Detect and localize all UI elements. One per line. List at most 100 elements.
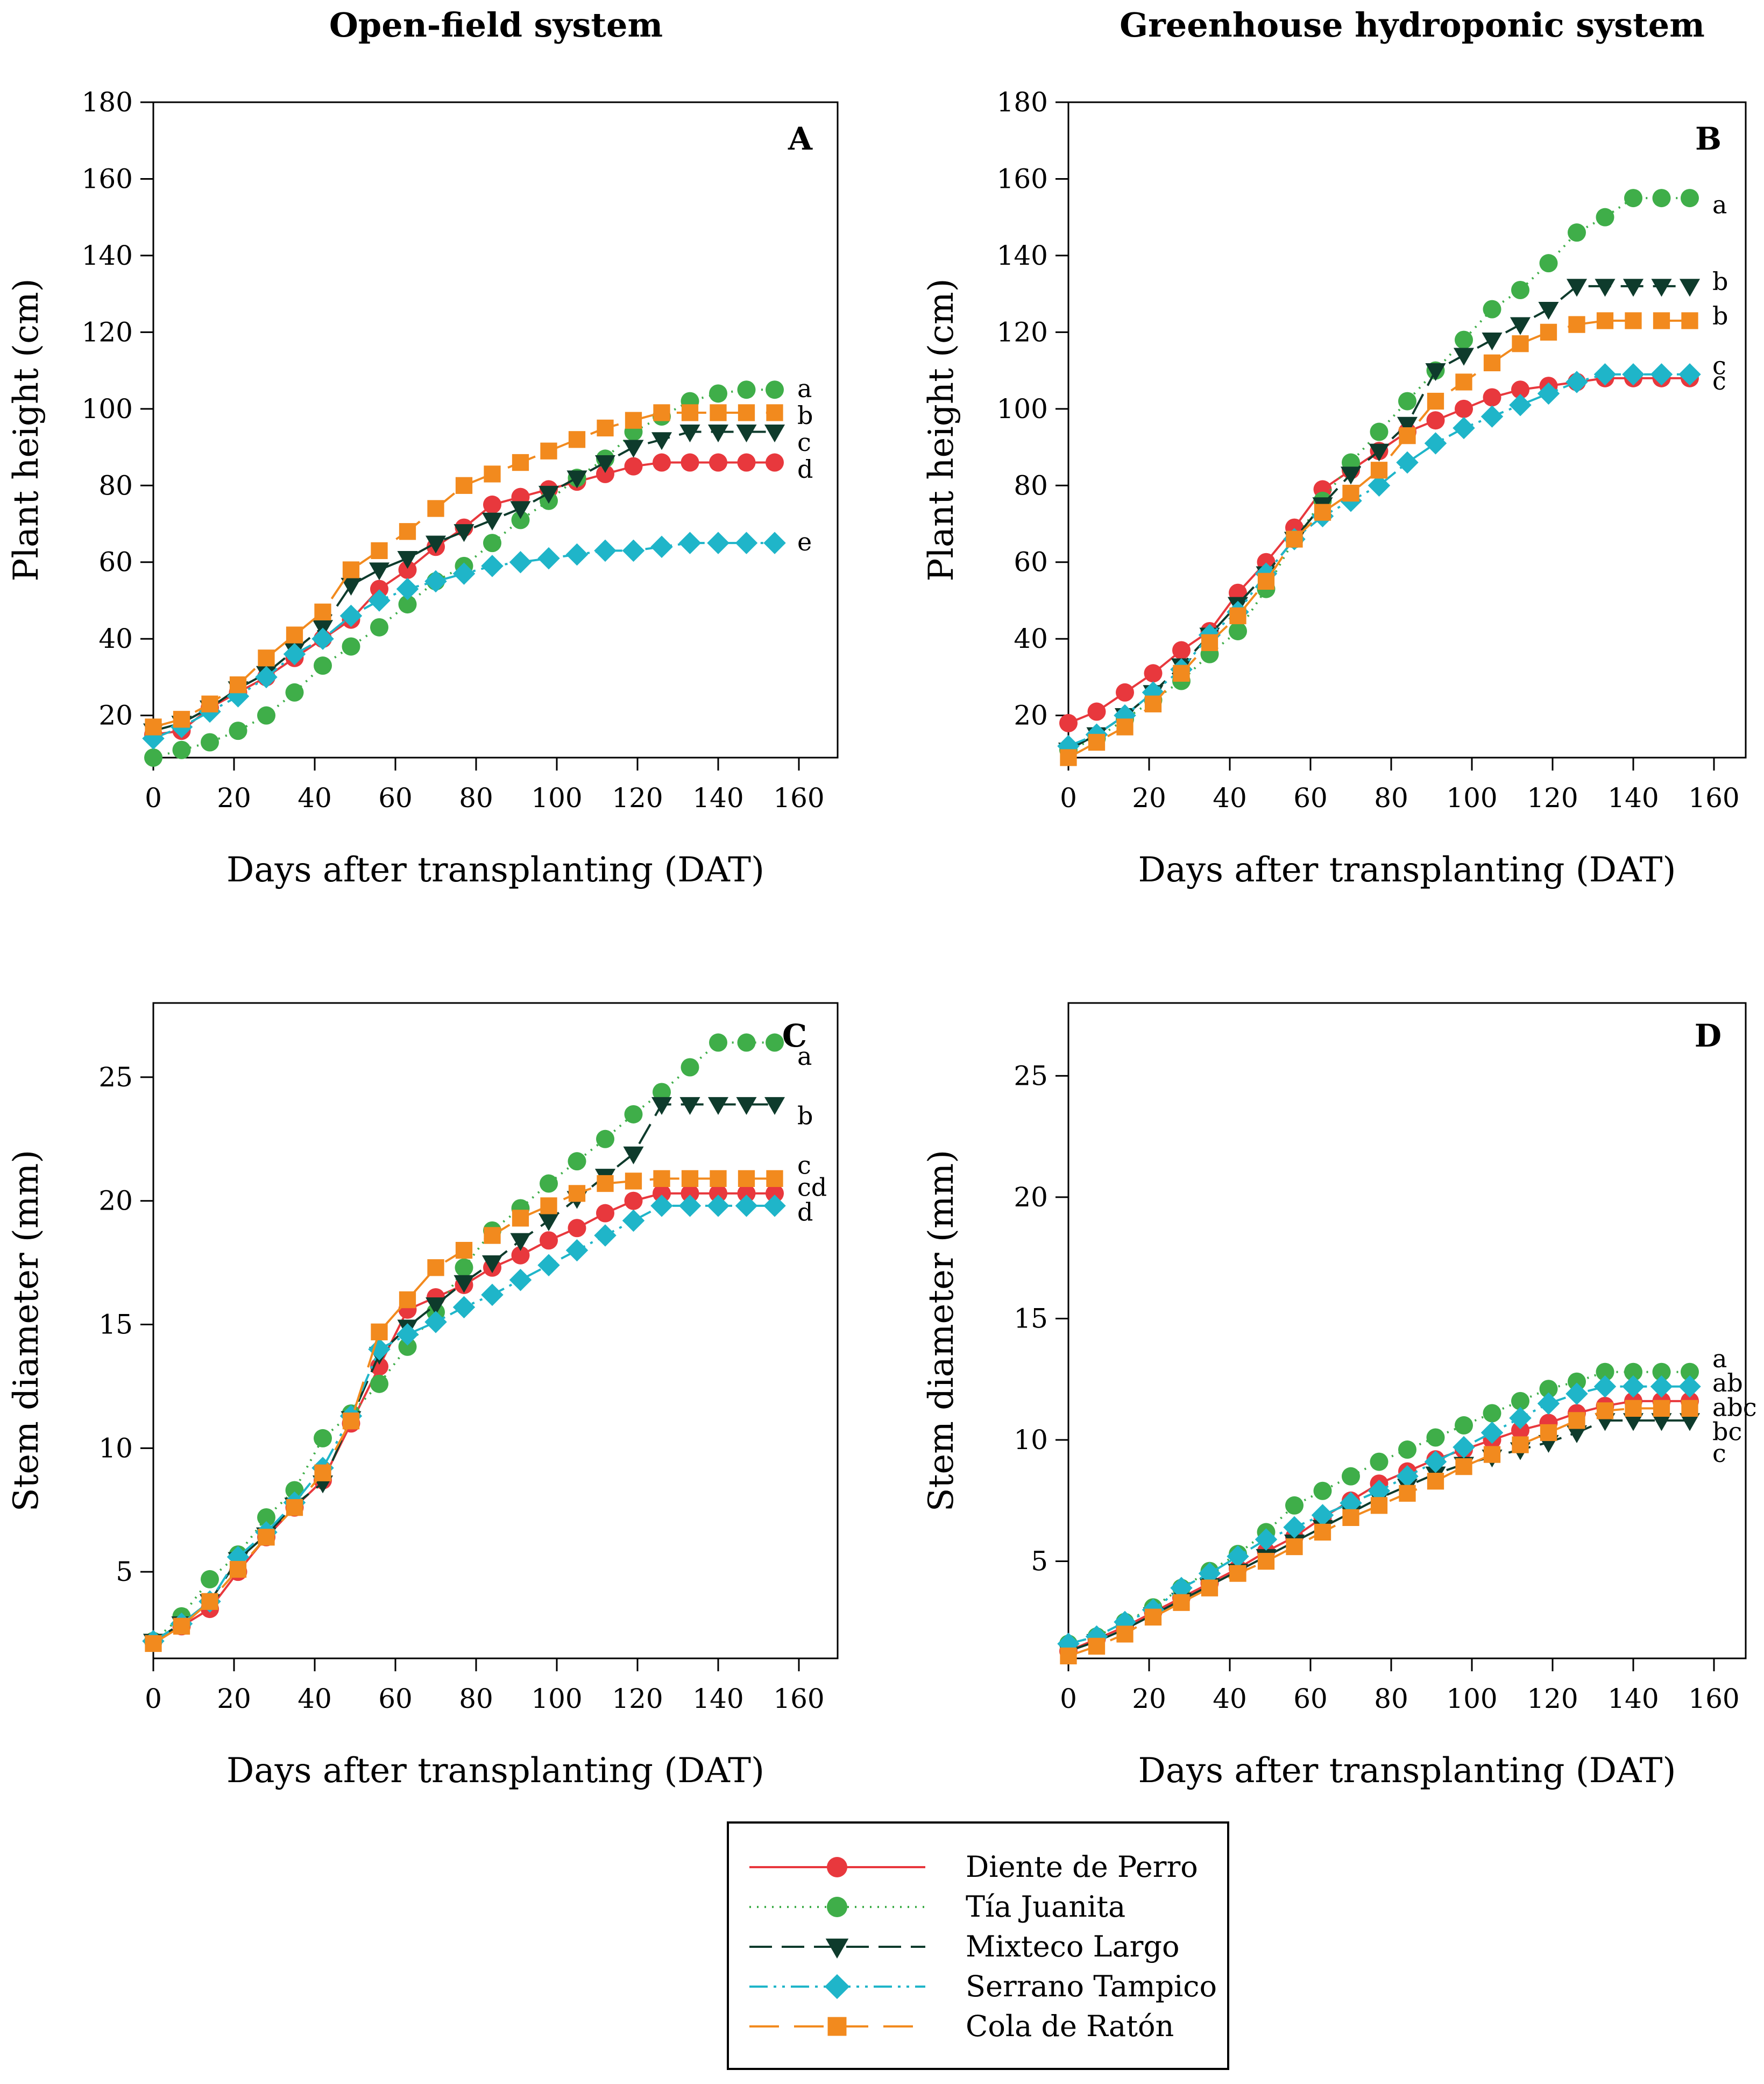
data-point (650, 535, 673, 558)
data-point (398, 1337, 417, 1356)
data-point (537, 1254, 560, 1276)
x-tick-label: 20 (1132, 782, 1166, 814)
legend: Diente de Perro Tía Juanita Mixteco Largo S… (727, 1821, 1229, 2070)
data-point (1511, 1391, 1529, 1410)
data-point (1650, 1375, 1673, 1398)
data-point (1085, 1625, 1108, 1648)
data-point (736, 1097, 757, 1115)
data-point (1679, 279, 1701, 297)
data-point (1510, 317, 1531, 335)
data-point (145, 1635, 162, 1652)
legend-marker (827, 1857, 847, 1877)
data-point (650, 1195, 673, 1217)
x-tick-label: 140 (692, 782, 743, 814)
data-point (424, 1311, 447, 1333)
data-point (1342, 1509, 1359, 1526)
data-point (201, 695, 218, 712)
data-point (1455, 1416, 1473, 1435)
y-tick-label: 40 (98, 623, 133, 654)
y-tick-label: 120 (82, 316, 133, 348)
data-point (1425, 363, 1446, 382)
y-tick-label: 80 (98, 470, 133, 501)
y-tick-label: 160 (997, 163, 1048, 194)
legend-marker (824, 1974, 850, 2000)
data-point (624, 1105, 643, 1124)
legend-entry: Cola de Ratón (749, 2009, 1174, 2043)
data-point (427, 500, 444, 517)
data-point (1651, 1413, 1672, 1431)
data-point (737, 453, 756, 472)
data-point (594, 1224, 617, 1247)
data-point (226, 1545, 250, 1569)
data-point (1566, 1425, 1588, 1444)
data-point (1370, 422, 1388, 441)
data-point (452, 1296, 476, 1319)
legend-box (727, 1821, 1229, 2070)
series-line (1068, 285, 1690, 751)
data-point (1229, 607, 1246, 625)
data-point (1398, 1440, 1416, 1459)
data-point (512, 454, 529, 471)
data-point (342, 637, 360, 656)
data-point (1566, 279, 1588, 297)
data-point (597, 419, 614, 437)
data-point (512, 1210, 529, 1227)
data-point (763, 532, 786, 554)
panel-a: 20 40 60 80 100 120 140 160 180 0 20 40 60 80 100 120 14… (6, 87, 839, 890)
data-point (653, 1184, 671, 1203)
data-point (1678, 363, 1701, 386)
significance-label: a (797, 374, 812, 403)
data-point (1229, 621, 1247, 640)
data-point (1651, 279, 1672, 297)
y-tick-label: 140 (82, 240, 133, 271)
x-tick-label: 100 (1446, 782, 1497, 814)
data-point (625, 412, 642, 429)
data-point (678, 1195, 702, 1217)
data-point (1368, 474, 1391, 497)
data-point (737, 1033, 756, 1052)
data-point (710, 1170, 727, 1187)
data-point (624, 1191, 643, 1210)
data-point (1595, 279, 1616, 297)
data-point (1679, 1413, 1701, 1431)
data-point (342, 561, 360, 578)
series-cola-de-rat-n (145, 1170, 783, 1652)
data-point (1314, 504, 1331, 521)
data-point (681, 1184, 699, 1203)
data-point (511, 511, 530, 529)
data-point (1059, 713, 1078, 732)
significance-label: e (797, 527, 812, 556)
data-point (342, 1412, 360, 1430)
data-point (510, 1233, 531, 1251)
data-point (1114, 704, 1136, 727)
data-point (1426, 411, 1445, 430)
legend-label: Serrano Tampico (966, 1969, 1217, 2003)
y-tick-label: 5 (1031, 1546, 1048, 1577)
x-tick-label: 20 (217, 1683, 251, 1714)
data-point (1453, 348, 1475, 366)
x-tick-label: 40 (297, 782, 332, 814)
data-point (229, 1560, 247, 1578)
legend-entry: Tía Juanita (749, 1890, 1125, 1924)
data-point (736, 424, 757, 443)
plot-frame (152, 1002, 839, 1659)
legend-marker (827, 2017, 847, 2036)
data-point (566, 470, 587, 489)
data-point (1623, 279, 1644, 297)
data-point (568, 431, 586, 448)
data-point (172, 740, 191, 759)
data-point (565, 543, 589, 566)
data-point (709, 1033, 727, 1052)
data-point (173, 1617, 190, 1635)
x-tick-label: 60 (378, 1683, 413, 1714)
data-point (540, 1174, 558, 1193)
x-axis-label: Days after transplanting (DAT) (1138, 1751, 1676, 1791)
data-point (1624, 189, 1642, 208)
y-tick-label: 100 (997, 393, 1048, 425)
series-cola-de-rat-n (145, 404, 783, 736)
x-tick-label: 0 (1060, 782, 1077, 814)
data-point (1568, 316, 1585, 333)
data-point (538, 1213, 559, 1232)
data-point (653, 1083, 671, 1101)
significance-label: abc (1712, 1393, 1757, 1422)
